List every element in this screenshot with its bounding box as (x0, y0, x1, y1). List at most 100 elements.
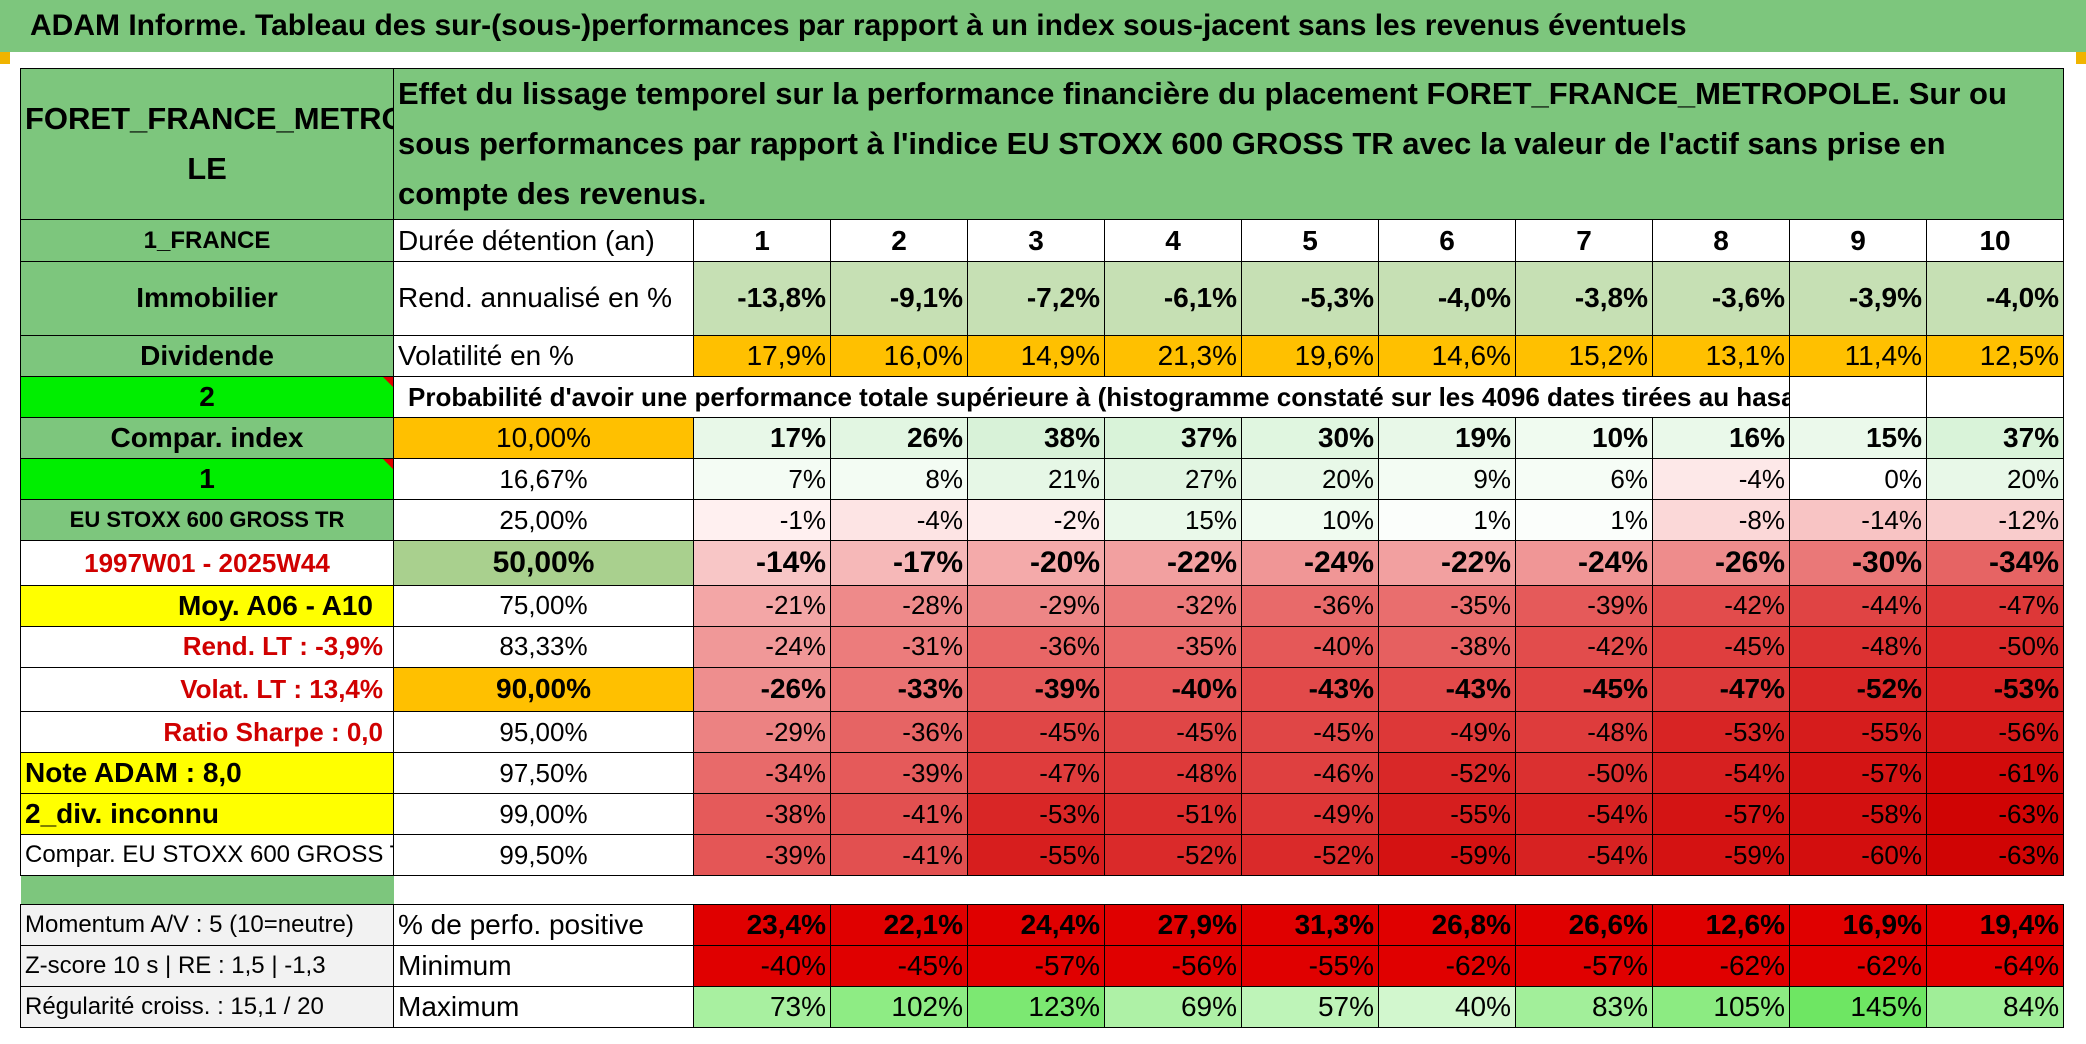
pos-value: 22,1% (830, 903, 968, 946)
prob-value: -24% (1241, 540, 1379, 586)
prob-value: -45% (967, 710, 1105, 754)
duration-header: 2 (830, 219, 968, 262)
category-cell[interactable]: Immobilier (20, 260, 394, 336)
prob-value: 38% (967, 417, 1105, 460)
prob-value: -48% (1789, 625, 1927, 668)
prob-value: 10% (1515, 417, 1653, 460)
prob-value: -14% (693, 540, 831, 586)
rend-value: -5,3% (1241, 260, 1379, 336)
prob-value: -45% (1652, 625, 1790, 668)
vol-value: 16,0% (830, 334, 968, 377)
prob-value: -42% (1515, 625, 1653, 668)
empty-cell (1789, 375, 1927, 419)
prob-value: 27% (1104, 458, 1242, 501)
prob-value: -41% (830, 793, 968, 836)
threshold: 95,00% (393, 710, 694, 754)
max-value: 83% (1515, 985, 1653, 1029)
prob-row-4: Moy. A06 - A10 75,00% -21% -28% -29% -32… (20, 584, 2065, 627)
threshold: 50,00% (393, 540, 694, 586)
compar-index-cell[interactable]: Compar. index (20, 417, 394, 460)
prob-value: -51% (1104, 793, 1242, 836)
prob-value: -14% (1789, 499, 1927, 542)
prob-value: -48% (1104, 752, 1242, 795)
max-value: 102% (830, 985, 968, 1029)
prob-value: -17% (830, 540, 968, 586)
threshold: 10,00% (393, 417, 694, 460)
max-value: 84% (1925, 985, 2065, 1029)
prob-value: -26% (693, 666, 831, 712)
prob-value: 7% (693, 458, 831, 501)
prob-value: -52% (1789, 666, 1927, 712)
prob-value: -4% (1652, 458, 1790, 501)
duration-header: 8 (1652, 219, 1790, 262)
prob-value: -8% (1652, 499, 1790, 542)
prob-row-2: EU STOXX 600 GROSS TR 25,00% -1% -4% -2%… (20, 499, 2065, 542)
max-value: 73% (693, 985, 831, 1029)
min-value: -45% (830, 944, 968, 987)
average-cell: Moy. A06 - A10 (20, 584, 394, 627)
max-value: 40% (1378, 985, 1516, 1029)
prob-value: -55% (1789, 710, 1927, 754)
page-title: ADAM Informe. Tableau des sur-(sous-)per… (0, 0, 2086, 52)
prob-value: -29% (967, 584, 1105, 627)
country-cell[interactable]: 1_FRANCE (20, 219, 394, 262)
prob-value: 37% (1925, 417, 2065, 460)
prob-value: -54% (1515, 793, 1653, 836)
prob-value: -39% (693, 834, 831, 877)
threshold: 99,00% (393, 793, 694, 836)
compar-full-cell: Compar. EU STOXX 600 GROSS TR (20, 834, 394, 877)
prob-value: -55% (1378, 793, 1516, 836)
duration-header: 4 (1104, 219, 1242, 262)
prob-value: -58% (1789, 793, 1927, 836)
rend-value: -3,9% (1789, 260, 1927, 336)
prob-value: -50% (1925, 625, 2065, 668)
prob-value: 0% (1789, 458, 1927, 501)
max-value: 123% (967, 985, 1105, 1029)
prob-value: -59% (1378, 834, 1516, 877)
rend-label: Rend. annualisé en % (393, 260, 694, 336)
prob-value: 9% (1378, 458, 1516, 501)
threshold: 97,50% (393, 752, 694, 795)
prob-value: -60% (1789, 834, 1927, 877)
prob-row-0: Compar. index 10,00% 17% 26% 38% 37% 30%… (20, 417, 2065, 460)
zscore-cell: Z-score 10 s | RE : 1,5 | -1,3 (20, 944, 394, 987)
min-value: -56% (1104, 944, 1242, 987)
threshold: 75,00% (393, 584, 694, 627)
dividend-cell[interactable]: Dividende (20, 334, 394, 377)
vol-value: 14,9% (967, 334, 1105, 377)
prob-row-7: Ratio Sharpe : 0,0 95,00% -29% -36% -45%… (20, 710, 2065, 754)
prob-row-8: Note ADAM : 8,0 97,50% -34% -39% -47% -4… (20, 752, 2065, 795)
probability-label: Probabilité d'avoir une performance tota… (393, 375, 1790, 419)
max-value: 57% (1241, 985, 1379, 1029)
index-name-cell[interactable]: EU STOXX 600 GROSS TR (20, 499, 394, 542)
prob-value: 16% (1652, 417, 1790, 460)
prob-value: -50% (1515, 752, 1653, 795)
pos-label: % de perfo. positive (393, 903, 694, 946)
prob-value: -24% (1515, 540, 1653, 586)
vol-value: 21,3% (1104, 334, 1242, 377)
prob-value: -63% (1925, 834, 2065, 877)
option-1-cell[interactable]: 1 (20, 458, 394, 501)
prob-value: -49% (1378, 710, 1516, 754)
prob-value: -36% (1241, 584, 1379, 627)
prob-value: -59% (1652, 834, 1790, 877)
prob-value: 17% (693, 417, 831, 460)
prob-value: -46% (1241, 752, 1379, 795)
rend-value: -7,2% (967, 260, 1105, 336)
prob-value: -48% (1515, 710, 1653, 754)
option-2-cell[interactable]: 2 (20, 375, 394, 419)
prob-value: -47% (1652, 666, 1790, 712)
duration-label: Durée détention (an) (393, 219, 694, 262)
threshold: 90,00% (393, 666, 694, 712)
momentum-cell: Momentum A/V : 5 (10=neutre) (20, 903, 394, 946)
prob-value: -52% (1104, 834, 1242, 877)
prob-value: 19% (1378, 417, 1516, 460)
threshold: 16,67% (393, 458, 694, 501)
prob-value: 26% (830, 417, 968, 460)
min-value: -62% (1378, 944, 1516, 987)
threshold: 99,50% (393, 834, 694, 877)
vol-value: 15,2% (1515, 334, 1653, 377)
prob-value: 15% (1789, 417, 1927, 460)
prob-value: -52% (1378, 752, 1516, 795)
min-value: -57% (967, 944, 1105, 987)
